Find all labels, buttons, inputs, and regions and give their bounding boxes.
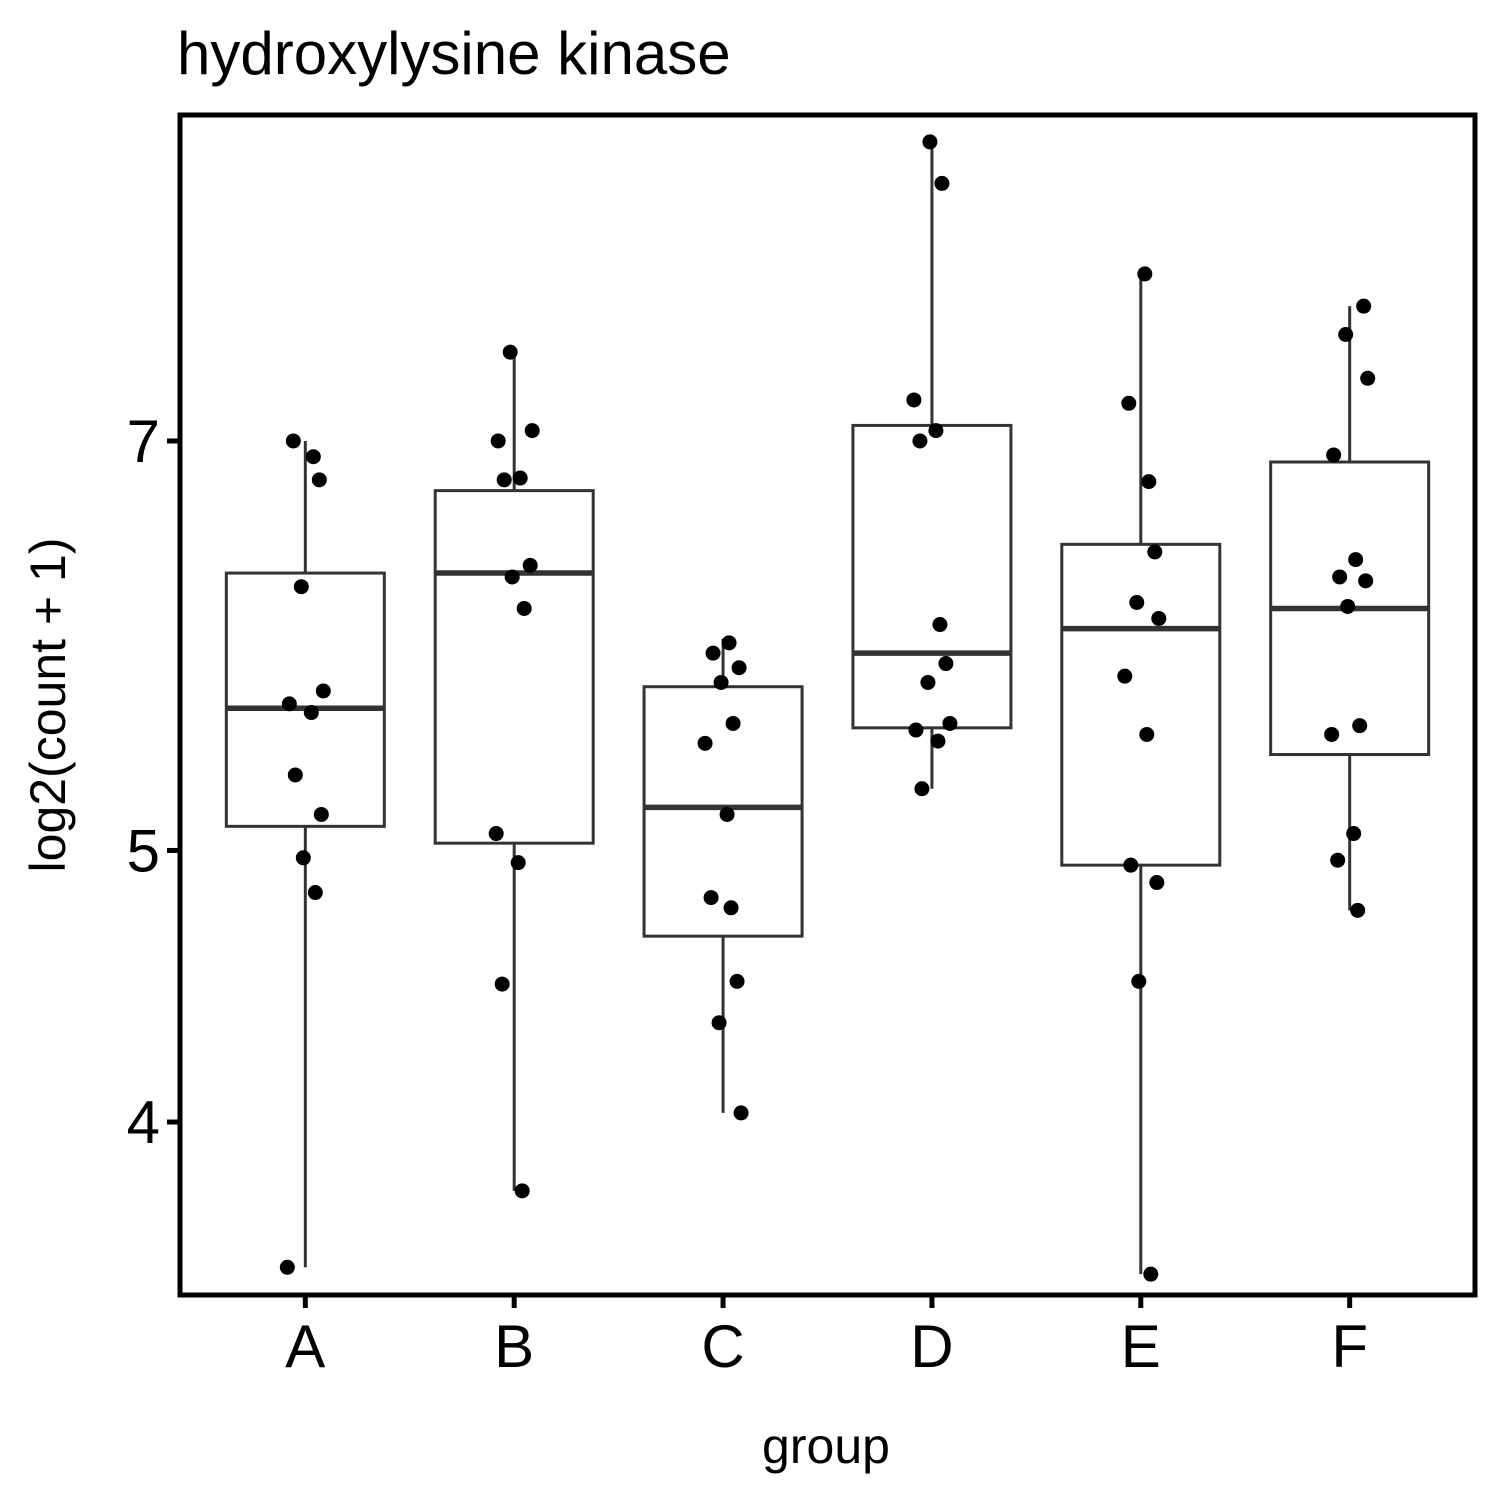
data-point-d <box>912 433 928 449</box>
data-point-c <box>731 660 747 676</box>
data-point-a <box>303 705 319 721</box>
box-e <box>1060 542 1222 867</box>
data-point-a <box>279 1259 295 1275</box>
data-point-c <box>703 890 719 906</box>
data-point-c <box>733 1105 749 1121</box>
data-point-e <box>1129 594 1145 610</box>
data-point-f <box>1338 326 1354 342</box>
y-axis-title: log2(count + 1) <box>20 538 76 873</box>
data-point-a <box>307 885 323 901</box>
data-point-e <box>1141 474 1157 490</box>
chart-title: hydroxylysine kinase <box>177 20 731 87</box>
data-point-e <box>1117 668 1133 684</box>
data-point-b <box>516 600 532 616</box>
data-point-f <box>1360 370 1376 386</box>
data-point-c <box>713 674 729 690</box>
data-point-e <box>1121 395 1137 411</box>
data-point-b <box>504 569 520 585</box>
data-point-a <box>295 850 311 866</box>
data-point-f <box>1332 569 1348 585</box>
data-point-d <box>932 617 948 633</box>
data-point-b <box>494 976 510 992</box>
data-point-c <box>711 1015 727 1031</box>
data-point-f <box>1358 573 1374 589</box>
box-b <box>433 489 595 845</box>
data-point-d <box>930 733 946 749</box>
x-tick-label: A <box>285 1313 325 1380</box>
data-point-a <box>281 696 297 712</box>
data-point-b <box>490 433 506 449</box>
data-point-c <box>725 715 741 731</box>
y-tick-label: 7 <box>127 408 160 475</box>
data-point-f <box>1346 826 1362 842</box>
data-point-c <box>729 973 745 989</box>
x-tick-label: F <box>1331 1313 1368 1380</box>
data-point-c <box>705 645 721 661</box>
data-point-a <box>285 433 301 449</box>
x-axis-title: group <box>762 1418 890 1474</box>
data-point-a <box>305 449 321 465</box>
data-point-c <box>723 900 739 916</box>
data-point-b <box>514 1183 530 1199</box>
box-a <box>224 571 386 828</box>
data-point-f <box>1356 298 1372 314</box>
panel-border <box>177 112 1478 1298</box>
data-point-d <box>934 175 950 191</box>
data-point-a <box>311 472 327 488</box>
data-point-f <box>1324 726 1340 742</box>
data-point-d <box>920 674 936 690</box>
data-point-b <box>522 557 538 573</box>
data-point-b <box>488 826 504 842</box>
data-point-b <box>510 855 526 871</box>
data-point-b <box>512 470 528 486</box>
data-point-e <box>1147 544 1163 560</box>
data-point-a <box>313 806 329 822</box>
data-point-a <box>315 683 331 699</box>
data-point-f <box>1326 447 1342 463</box>
data-point-d <box>938 656 954 672</box>
data-point-b <box>502 344 518 360</box>
data-point-a <box>293 579 309 595</box>
plot-area <box>224 134 1431 1282</box>
x-tick-label: C <box>701 1313 744 1380</box>
data-point-e <box>1131 973 1147 989</box>
axes: 4 5 7 A B C D E F <box>127 408 1368 1380</box>
data-point-e <box>1137 266 1153 282</box>
data-point-d <box>906 392 922 408</box>
data-point-d <box>914 781 930 797</box>
x-tick-label: B <box>494 1313 534 1380</box>
data-point-f <box>1352 718 1368 734</box>
y-tick-label: 4 <box>127 1089 160 1156</box>
data-point-f <box>1330 852 1346 868</box>
data-point-d <box>922 134 938 150</box>
y-tick-label: 5 <box>127 817 160 884</box>
data-point-a <box>287 767 303 783</box>
x-tick-label: D <box>910 1313 953 1380</box>
data-point-c <box>719 806 735 822</box>
data-point-e <box>1123 857 1139 873</box>
data-point-e <box>1139 726 1155 742</box>
data-point-c <box>697 735 713 751</box>
data-point-f <box>1340 598 1356 614</box>
data-point-d <box>928 423 944 439</box>
data-point-e <box>1149 875 1165 891</box>
data-point-d <box>942 715 958 731</box>
data-point-c <box>721 635 737 651</box>
data-point-b <box>496 472 512 488</box>
data-point-f <box>1348 552 1364 568</box>
x-tick-label: E <box>1121 1313 1161 1380</box>
data-point-d <box>908 722 924 738</box>
data-point-f <box>1350 902 1366 918</box>
data-point-e <box>1143 1266 1159 1282</box>
data-point-e <box>1151 610 1167 626</box>
data-point-b <box>524 423 540 439</box>
